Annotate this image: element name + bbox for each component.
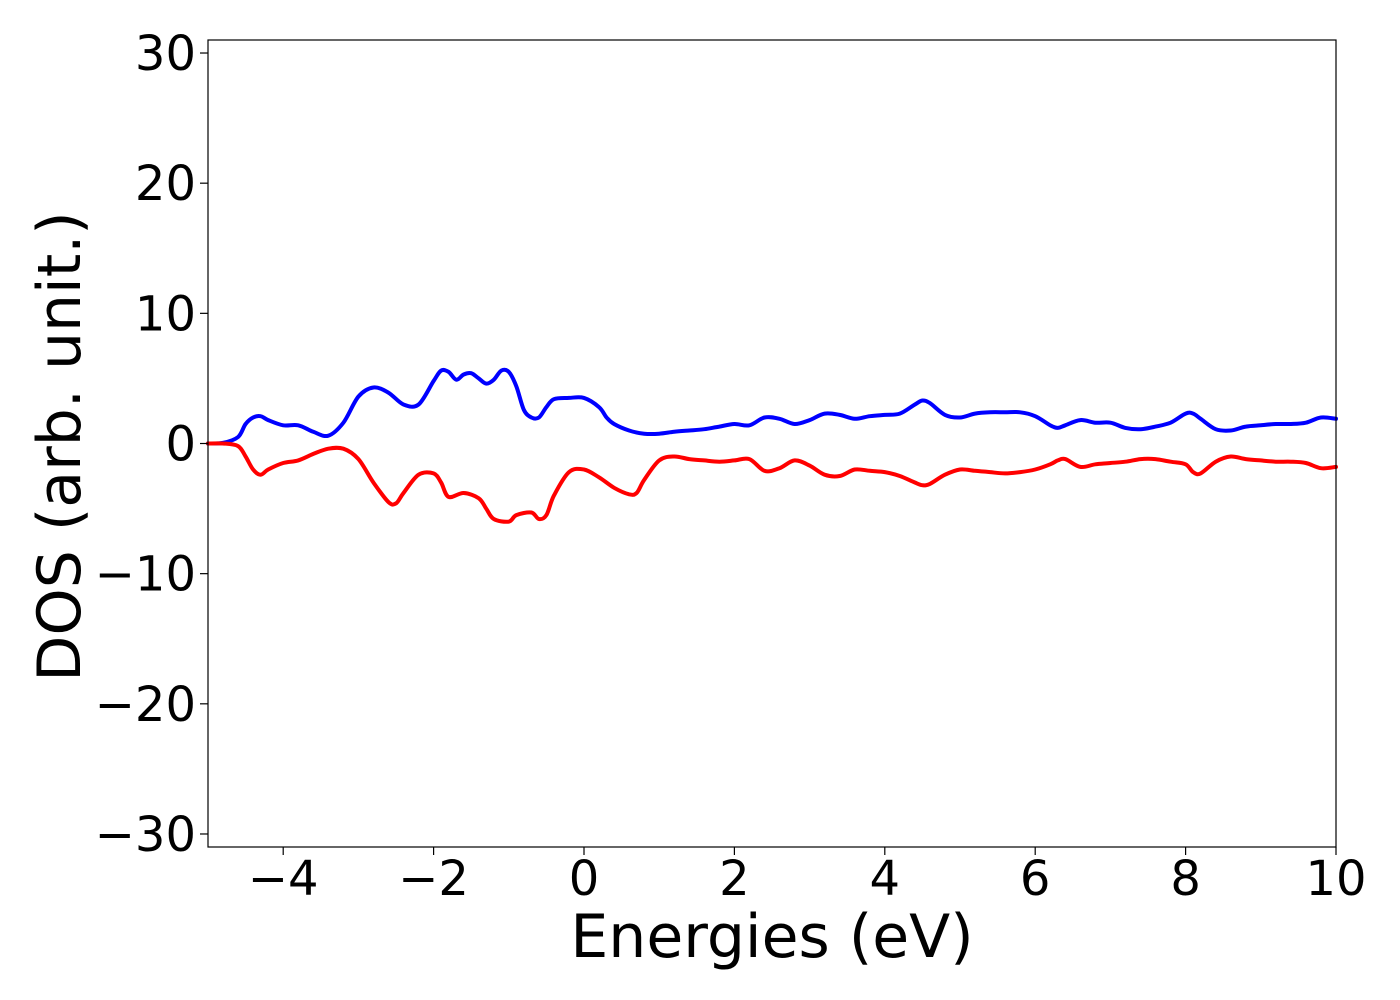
x-tick-label: 6 xyxy=(1020,851,1051,907)
y-axis: −30 −20 −10 0 10 20 30 xyxy=(95,26,208,863)
x-tick-label: −4 xyxy=(248,851,319,907)
y-tick-label: −10 xyxy=(95,547,196,603)
x-tick-label: −2 xyxy=(398,851,469,907)
x-tick-label: 2 xyxy=(719,851,750,907)
series-line-1 xyxy=(206,367,1338,446)
y-tick-label: 20 xyxy=(135,156,196,212)
x-tick-label: 0 xyxy=(569,851,600,907)
y-tick-label: 10 xyxy=(135,286,196,342)
x-tick-label: 8 xyxy=(1170,851,1201,907)
x-tick-label: 4 xyxy=(870,851,901,907)
y-tick-label: −30 xyxy=(95,807,196,863)
series-layer xyxy=(206,367,1338,524)
series-line-2 xyxy=(206,441,1338,524)
y-axis-label: DOS (arb. unit.) xyxy=(25,211,95,681)
x-tick-label: 10 xyxy=(1305,851,1366,907)
y-tick-label: −20 xyxy=(95,677,196,733)
y-tick-label: 30 xyxy=(135,26,196,82)
y-tick-label: 0 xyxy=(165,417,196,473)
x-axis: −4 −2 0 2 4 6 8 10 xyxy=(248,847,1367,907)
x-axis-label: Energies (eV) xyxy=(570,902,973,972)
